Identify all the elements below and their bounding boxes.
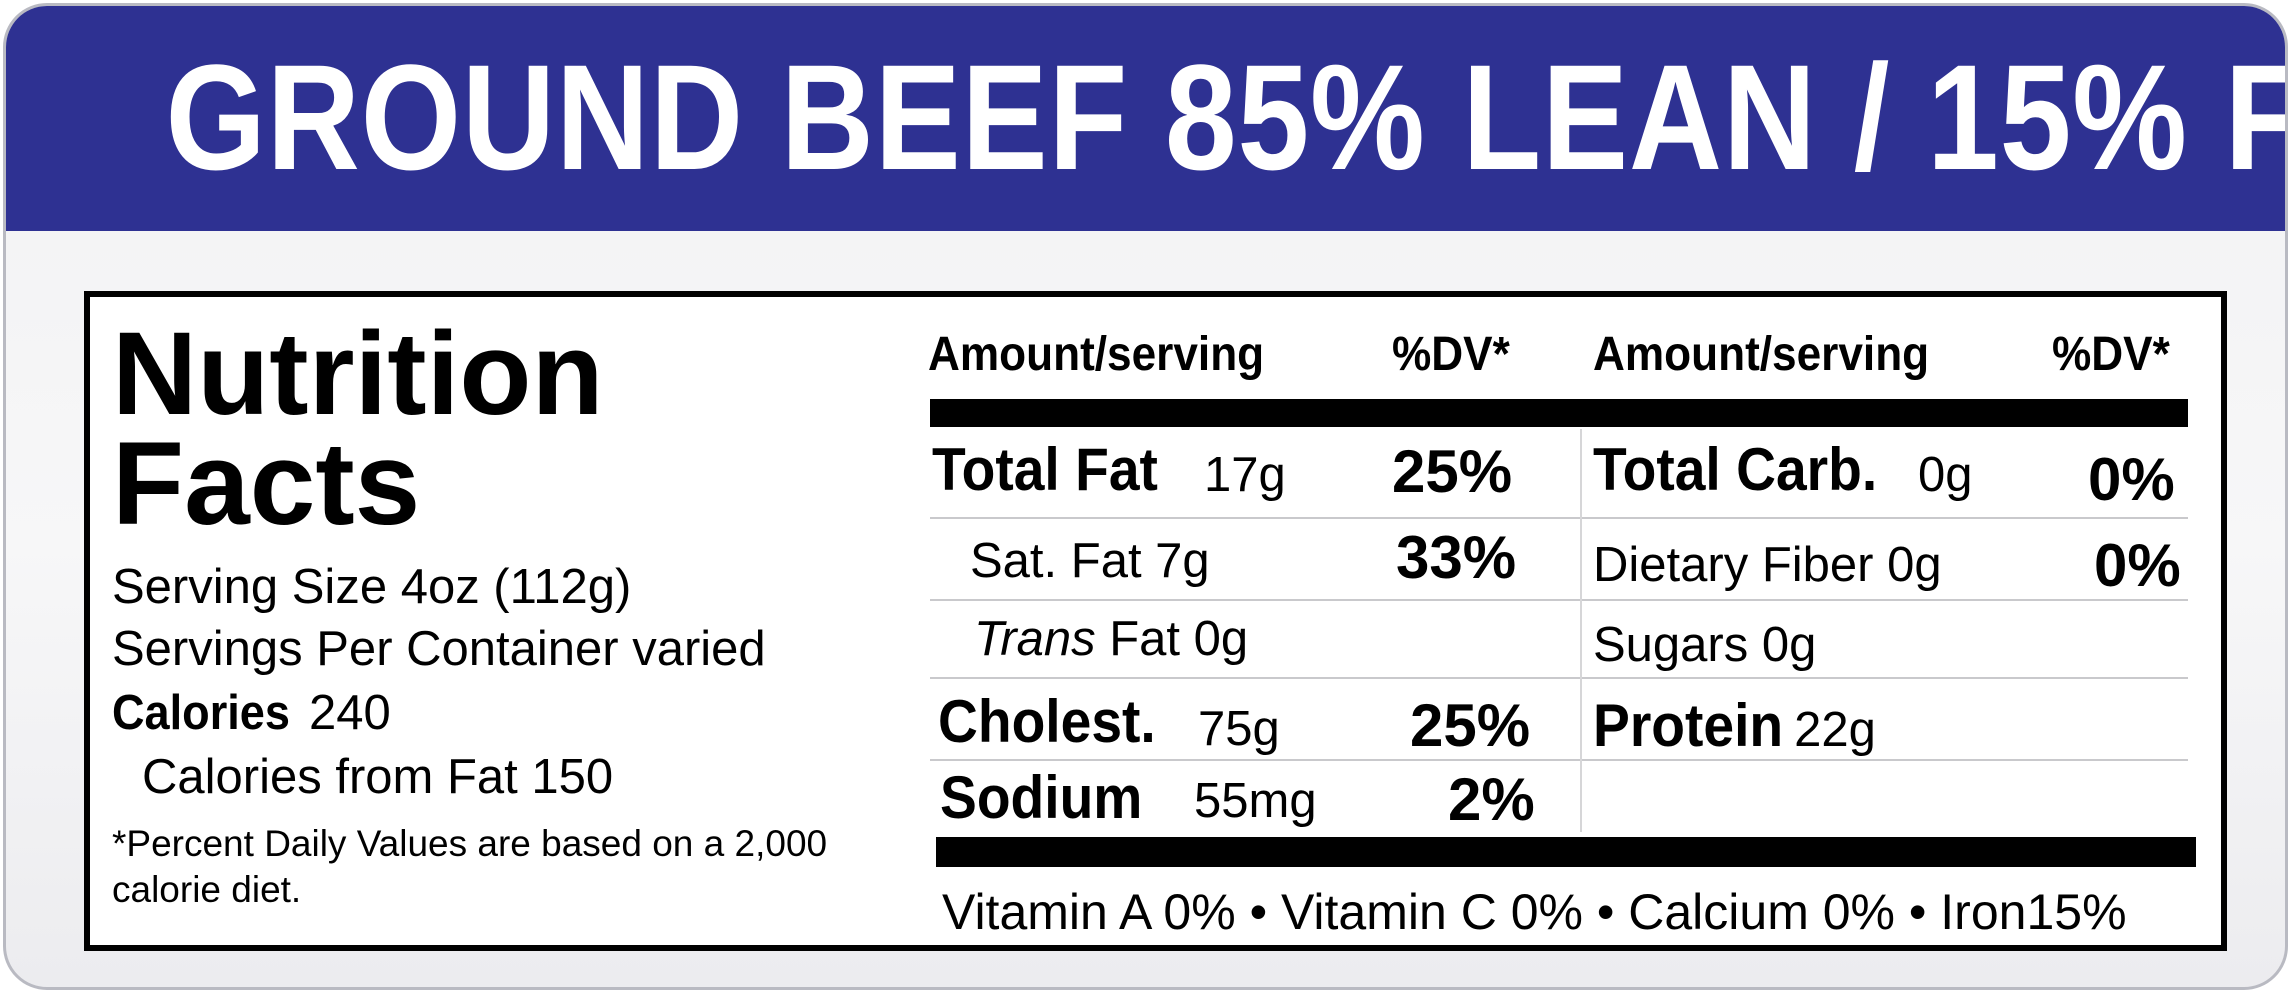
cholest-amount: 75g bbox=[1198, 702, 1280, 756]
dietary-fiber-dv: 0% bbox=[2094, 532, 2181, 599]
trans-fat-rest: Fat 0g bbox=[1095, 612, 1249, 666]
header-dv-right: %DV* bbox=[2052, 328, 2170, 381]
calories-line: Calories 240 bbox=[112, 685, 391, 741]
sodium-amount: 55mg bbox=[1194, 774, 1317, 828]
trans-italic: Trans bbox=[974, 612, 1096, 666]
header-amount-left: Amount/serving bbox=[928, 328, 1265, 381]
nutrition-facts-panel: Nutrition Facts Serving Size 4oz (112g) … bbox=[84, 291, 2227, 951]
nutrition-label: GROUND BEEF 85% LEAN / 15% FAT Nutrition… bbox=[3, 3, 2288, 990]
sodium-dv: 2% bbox=[1448, 766, 1535, 833]
cholest-dv: 25% bbox=[1410, 692, 1531, 759]
sodium-label: Sodium bbox=[940, 764, 1143, 831]
calories-value: 240 bbox=[309, 686, 391, 740]
row-divider bbox=[930, 759, 2188, 761]
nutrition-heading: Nutrition bbox=[112, 308, 604, 440]
row-divider bbox=[930, 677, 2188, 679]
header-amount-right: Amount/serving bbox=[1593, 328, 1930, 381]
serving-size: Serving Size 4oz (112g) bbox=[112, 560, 632, 614]
row-divider bbox=[930, 517, 2188, 519]
sugars-label: Sugars 0g bbox=[1593, 618, 1817, 672]
total-fat-amount: 17g bbox=[1204, 448, 1286, 502]
total-carb-amount: 0g bbox=[1918, 448, 1973, 502]
bottom-rule bbox=[936, 837, 2196, 867]
top-rule bbox=[930, 399, 2188, 427]
protein-line: Protein 22g bbox=[1593, 691, 1876, 760]
header-dv-left: %DV* bbox=[1392, 328, 1510, 381]
column-divider bbox=[1580, 429, 1582, 832]
footnote-line2: calorie diet. bbox=[112, 869, 302, 910]
protein-label: Protein bbox=[1593, 692, 1784, 759]
sat-fat-dv: 33% bbox=[1396, 524, 1517, 591]
facts-heading: Facts bbox=[112, 418, 421, 550]
trans-fat-label: Trans Fat 0g bbox=[974, 611, 1248, 667]
protein-amount: 22g bbox=[1794, 703, 1876, 757]
servings-per-container: Servings Per Container varied bbox=[112, 622, 766, 676]
calories-label: Calories bbox=[112, 686, 290, 740]
footnote-line1: *Percent Daily Values are based on a 2,0… bbox=[112, 823, 828, 864]
total-carb-label: Total Carb. bbox=[1593, 436, 1878, 503]
row-divider bbox=[930, 599, 2188, 601]
sat-fat-label: Sat. Fat 7g bbox=[970, 534, 1210, 588]
title-banner: GROUND BEEF 85% LEAN / 15% FAT bbox=[6, 6, 2285, 231]
total-fat-dv: 25% bbox=[1392, 438, 1513, 505]
cholest-label: Cholest. bbox=[938, 688, 1156, 755]
product-title: GROUND BEEF 85% LEAN / 15% FAT bbox=[165, 33, 2288, 201]
total-fat-label: Total Fat bbox=[932, 436, 1158, 503]
dietary-fiber-label: Dietary Fiber 0g bbox=[1593, 538, 1942, 592]
vitamins-line: Vitamin A 0% • Vitamin C 0% • Calcium 0%… bbox=[942, 884, 2127, 940]
total-carb-dv: 0% bbox=[2088, 446, 2175, 513]
calories-from-fat: Calories from Fat 150 bbox=[142, 750, 614, 804]
